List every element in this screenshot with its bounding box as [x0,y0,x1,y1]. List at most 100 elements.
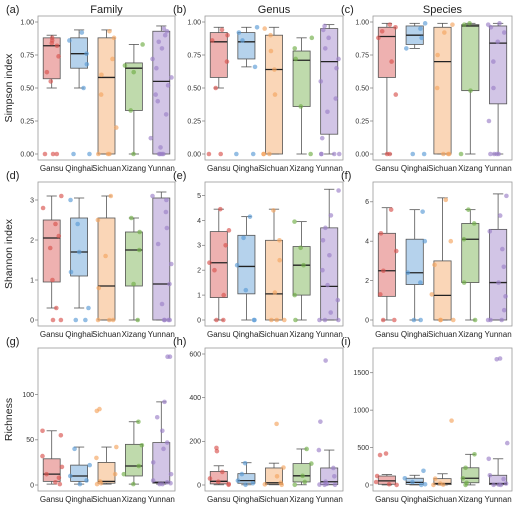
data-point [391,317,397,323]
data-point [267,151,272,157]
data-point [158,145,163,150]
data-point [422,238,428,244]
data-point [58,433,64,438]
data-point [155,241,161,247]
data-point [442,30,447,35]
data-point [161,151,166,157]
box-sichuan [97,195,116,321]
data-point [44,69,50,75]
data-point [325,109,330,115]
data-point [42,151,48,157]
data-point [111,35,117,41]
data-point [386,481,392,487]
data-point [429,292,435,297]
iqr-box [320,227,339,321]
data-point [277,238,282,243]
data-point [97,406,102,412]
iqr-box [97,217,116,321]
data-point [49,35,55,41]
data-point [418,280,423,285]
y-tick-label: 600 [189,351,201,358]
data-point [136,463,142,469]
data-point [332,473,337,479]
box-gansu [377,207,396,321]
x-tick-label: Yunnan [148,164,175,173]
data-point [226,228,232,233]
x-tick-label: Sichuan [428,330,457,339]
data-point [213,85,219,91]
data-point [387,22,393,27]
data-point [137,229,142,235]
data-point [48,79,54,84]
iqr-box [209,32,228,78]
data-point [410,479,415,485]
data-point [461,22,467,27]
y-tick-label: 6 [365,199,369,206]
data-point [421,468,426,474]
box-qinghai [70,29,88,89]
data-point [131,481,136,487]
data-point [471,221,477,226]
y-tick-label: 1.00 [20,19,34,26]
iqr-box [489,228,508,321]
iqr-box [70,464,88,482]
y-tick-label: 0.75 [187,52,201,59]
data-point [491,59,496,64]
data-point [206,151,212,157]
data-point [292,482,298,488]
y-axis-label: Simpson index [3,53,15,123]
data-point [150,193,155,199]
data-point [40,428,45,434]
y-axis-label: Richness [3,398,15,441]
data-point [221,317,226,323]
data-point [334,65,339,71]
data-point [272,290,278,295]
iqr-box [433,26,452,155]
data-point [373,479,379,485]
data-point [422,21,428,26]
data-point [411,317,417,323]
plot-frame [372,15,513,161]
data-point [322,46,328,51]
data-point [336,56,341,62]
data-point [500,246,505,252]
data-point [487,472,493,478]
data-point [162,399,167,405]
data-point [282,317,287,323]
data-point [309,461,314,466]
data-point [128,108,134,113]
x-tick-label: Gansu [375,495,399,504]
data-point [112,471,118,477]
data-point [53,221,58,227]
data-point [298,104,304,109]
data-point [99,72,104,78]
data-point [226,481,232,487]
x-tick-label: Sichuan [92,495,121,504]
data-point [54,151,60,157]
iqr-box [237,234,256,295]
data-point [383,451,389,456]
data-point [214,445,219,451]
data-point [379,28,385,34]
x-tick-label: Sichuan [260,330,289,339]
data-point [472,317,478,323]
data-point [378,292,383,297]
data-point [327,252,332,258]
data-point [159,301,165,307]
data-point [496,280,501,285]
data-point [418,482,424,488]
data-point [167,317,173,323]
data-point [322,23,327,29]
y-tick-label: 0.00 [187,151,201,158]
data-point [448,238,454,244]
iqr-box [405,238,424,285]
box-gansu [42,34,61,89]
data-point [162,32,168,38]
data-point [393,248,399,254]
data-point [94,455,99,461]
data-point [320,267,325,273]
data-point [421,151,427,157]
data-point [254,24,260,30]
iqr-box [461,24,480,92]
data-point [252,64,258,70]
